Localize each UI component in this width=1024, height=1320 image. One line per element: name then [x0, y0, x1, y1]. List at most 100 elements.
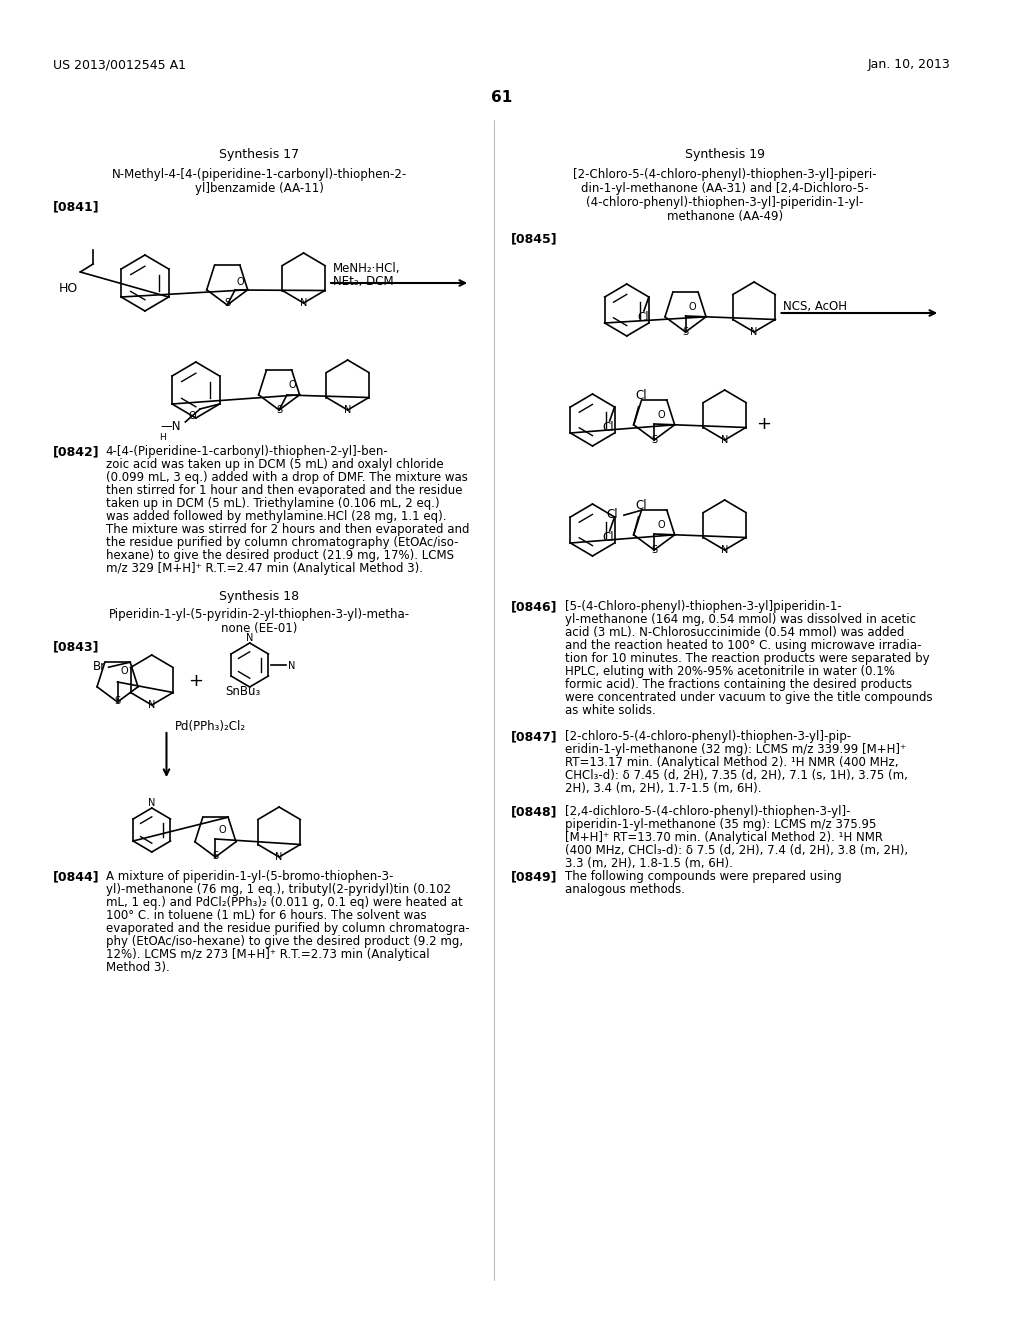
Text: [2,4-dichloro-5-(4-chloro-phenyl)-thiophen-3-yl]-: [2,4-dichloro-5-(4-chloro-phenyl)-thioph…: [565, 805, 851, 818]
Text: SnBu₃: SnBu₃: [225, 685, 260, 698]
Text: eridin-1-yl-methanone (32 mg): LCMS m/z 339.99 [M+H]⁺: eridin-1-yl-methanone (32 mg): LCMS m/z …: [565, 743, 906, 756]
Text: O: O: [218, 825, 226, 836]
Text: m/z 329 [M+H]⁺ R.T.=2.47 min (Analytical Method 3).: m/z 329 [M+H]⁺ R.T.=2.47 min (Analytical…: [105, 562, 423, 576]
Text: 2H), 3.4 (m, 2H), 1.7-1.5 (m, 6H).: 2H), 3.4 (m, 2H), 1.7-1.5 (m, 6H).: [565, 781, 762, 795]
Text: S: S: [212, 851, 218, 861]
Text: [0841]: [0841]: [53, 201, 99, 213]
Text: N: N: [751, 327, 758, 337]
Text: (4-chloro-phenyl)-thiophen-3-yl]-piperidin-1-yl-: (4-chloro-phenyl)-thiophen-3-yl]-piperid…: [586, 195, 863, 209]
Text: S: S: [224, 298, 230, 308]
Text: S: S: [276, 405, 283, 414]
Text: O: O: [188, 411, 196, 421]
Text: Cl: Cl: [637, 312, 648, 323]
Text: acid (3 mL). N-Chlorosuccinimide (0.54 mmol) was added: acid (3 mL). N-Chlorosuccinimide (0.54 m…: [565, 626, 904, 639]
Text: was added followed by methylamine.HCl (28 mg, 1.1 eq).: was added followed by methylamine.HCl (2…: [105, 510, 446, 523]
Text: O: O: [289, 380, 297, 389]
Text: (400 MHz, CHCl₃-d): δ 7.5 (d, 2H), 7.4 (d, 2H), 3.8 (m, 2H),: (400 MHz, CHCl₃-d): δ 7.5 (d, 2H), 7.4 (…: [565, 843, 908, 857]
Text: and the reaction heated to 100° C. using microwave irradia-: and the reaction heated to 100° C. using…: [565, 639, 922, 652]
Text: evaporated and the residue purified by column chromatogra-: evaporated and the residue purified by c…: [105, 921, 469, 935]
Text: Br: Br: [93, 660, 106, 673]
Text: Cl: Cl: [603, 531, 614, 544]
Text: HPLC, eluting with 20%-95% acetonitrile in water (0.1%: HPLC, eluting with 20%-95% acetonitrile …: [565, 665, 895, 678]
Text: O: O: [237, 277, 245, 286]
Text: din-1-yl-methanone (AA-31) and [2,4-Dichloro-5-: din-1-yl-methanone (AA-31) and [2,4-Dich…: [581, 182, 868, 195]
Text: [2-chloro-5-(4-chloro-phenyl)-thiophen-3-yl]-pip-: [2-chloro-5-(4-chloro-phenyl)-thiophen-3…: [565, 730, 851, 743]
Text: [0847]: [0847]: [511, 730, 558, 743]
Text: The following compounds were prepared using: The following compounds were prepared us…: [565, 870, 842, 883]
Text: US 2013/0012545 A1: US 2013/0012545 A1: [53, 58, 186, 71]
Text: Piperidin-1-yl-(5-pyridin-2-yl-thiophen-3-yl)-metha-: Piperidin-1-yl-(5-pyridin-2-yl-thiophen-…: [109, 609, 410, 620]
Text: S: S: [682, 327, 688, 337]
Text: +: +: [757, 414, 771, 433]
Text: (0.099 mL, 3 eq.) added with a drop of DMF. The mixture was: (0.099 mL, 3 eq.) added with a drop of D…: [105, 471, 468, 484]
Text: the residue purified by column chromatography (EtOAc/iso-: the residue purified by column chromatog…: [105, 536, 459, 549]
Text: NCS, AcOH: NCS, AcOH: [783, 300, 848, 313]
Text: zoic acid was taken up in DCM (5 mL) and oxalyl chloride: zoic acid was taken up in DCM (5 mL) and…: [105, 458, 443, 471]
Text: MeNH₂·HCl,: MeNH₂·HCl,: [333, 261, 400, 275]
Text: +: +: [188, 672, 204, 690]
Text: [M+H]⁺ RT=13.70 min. (Analytical Method 2). ¹H NMR: [M+H]⁺ RT=13.70 min. (Analytical Method …: [565, 832, 883, 843]
Text: H: H: [159, 433, 166, 442]
Text: analogous methods.: analogous methods.: [565, 883, 685, 896]
Text: RT=13.17 min. (Analytical Method 2). ¹H NMR (400 MHz,: RT=13.17 min. (Analytical Method 2). ¹H …: [565, 756, 898, 770]
Text: NEt₃, DCM: NEt₃, DCM: [333, 275, 393, 288]
Text: N: N: [721, 545, 728, 554]
Text: N: N: [148, 700, 156, 710]
Text: 3.3 (m, 2H), 1.8-1.5 (m, 6H).: 3.3 (m, 2H), 1.8-1.5 (m, 6H).: [565, 857, 733, 870]
Text: Synthesis 17: Synthesis 17: [219, 148, 300, 161]
Text: N: N: [721, 436, 728, 445]
Text: [0844]: [0844]: [53, 870, 99, 883]
Text: N: N: [344, 405, 351, 414]
Text: CHCl₃-d): δ 7.45 (d, 2H), 7.35 (d, 2H), 7.1 (s, 1H), 3.75 (m,: CHCl₃-d): δ 7.45 (d, 2H), 7.35 (d, 2H), …: [565, 770, 908, 781]
Text: 4-[4-(Piperidine-1-carbonyl)-thiophen-2-yl]-ben-: 4-[4-(Piperidine-1-carbonyl)-thiophen-2-…: [105, 445, 388, 458]
Text: Pd(PPh₃)₂Cl₂: Pd(PPh₃)₂Cl₂: [175, 719, 246, 733]
Text: S: S: [115, 696, 121, 706]
Text: O: O: [688, 302, 696, 312]
Text: 61: 61: [490, 90, 512, 106]
Text: N: N: [300, 298, 307, 308]
Text: 100° C. in toluene (1 mL) for 6 hours. The solvent was: 100° C. in toluene (1 mL) for 6 hours. T…: [105, 909, 426, 921]
Text: [5-(4-Chloro-phenyl)-thiophen-3-yl]piperidin-1-: [5-(4-Chloro-phenyl)-thiophen-3-yl]piper…: [565, 601, 842, 612]
Text: hexane) to give the desired product (21.9 mg, 17%). LCMS: hexane) to give the desired product (21.…: [105, 549, 454, 562]
Text: phy (EtOAc/iso-hexane) to give the desired product (9.2 mg,: phy (EtOAc/iso-hexane) to give the desir…: [105, 935, 463, 948]
Text: as white solids.: as white solids.: [565, 704, 655, 717]
Text: tion for 10 minutes. The reaction products were separated by: tion for 10 minutes. The reaction produc…: [565, 652, 930, 665]
Text: yl]benzamide (AA-11): yl]benzamide (AA-11): [196, 182, 324, 195]
Text: N: N: [288, 661, 295, 671]
Text: [0848]: [0848]: [511, 805, 558, 818]
Text: O: O: [121, 667, 128, 676]
Text: [0842]: [0842]: [53, 445, 99, 458]
Text: [0843]: [0843]: [53, 640, 99, 653]
Text: N: N: [275, 851, 283, 862]
Text: The mixture was stirred for 2 hours and then evaporated and: The mixture was stirred for 2 hours and …: [105, 523, 469, 536]
Text: [0845]: [0845]: [511, 232, 558, 246]
Text: were concentrated under vacuum to give the title compounds: were concentrated under vacuum to give t…: [565, 690, 933, 704]
Text: Cl: Cl: [603, 421, 614, 434]
Text: Cl: Cl: [636, 499, 647, 512]
Text: O: O: [657, 411, 665, 420]
Text: mL, 1 eq.) and PdCl₂(PPh₃)₂ (0.011 g, 0.1 eq) were heated at: mL, 1 eq.) and PdCl₂(PPh₃)₂ (0.011 g, 0.…: [105, 896, 463, 909]
Text: S: S: [651, 545, 657, 554]
Text: Cl: Cl: [606, 508, 617, 521]
Text: Method 3).: Method 3).: [105, 961, 170, 974]
Text: none (EE-01): none (EE-01): [221, 622, 298, 635]
Text: N-Methyl-4-[4-(piperidine-1-carbonyl)-thiophen-2-: N-Methyl-4-[4-(piperidine-1-carbonyl)-th…: [112, 168, 408, 181]
Text: [0849]: [0849]: [511, 870, 558, 883]
Text: 12%). LCMS m/z 273 [M+H]⁺ R.T.=2.73 min (Analytical: 12%). LCMS m/z 273 [M+H]⁺ R.T.=2.73 min …: [105, 948, 429, 961]
Text: [2-Chloro-5-(4-chloro-phenyl)-thiophen-3-yl]-piperi-: [2-Chloro-5-(4-chloro-phenyl)-thiophen-3…: [572, 168, 877, 181]
Text: O: O: [657, 520, 665, 531]
Text: S: S: [651, 436, 657, 445]
Text: Jan. 10, 2013: Jan. 10, 2013: [867, 58, 950, 71]
Text: Cl: Cl: [636, 389, 647, 401]
Text: N: N: [246, 634, 253, 643]
Text: Synthesis 18: Synthesis 18: [219, 590, 300, 603]
Text: yl)-methanone (76 mg, 1 eq.), tributyl(2-pyridyl)tin (0.102: yl)-methanone (76 mg, 1 eq.), tributyl(2…: [105, 883, 451, 896]
Text: [0846]: [0846]: [511, 601, 558, 612]
Text: taken up in DCM (5 mL). Triethylamine (0.106 mL, 2 eq.): taken up in DCM (5 mL). Triethylamine (0…: [105, 498, 439, 510]
Text: formic acid). The fractions containing the desired products: formic acid). The fractions containing t…: [565, 678, 912, 690]
Text: HO: HO: [58, 282, 78, 294]
Text: yl-methanone (164 mg, 0.54 mmol) was dissolved in acetic: yl-methanone (164 mg, 0.54 mmol) was dis…: [565, 612, 916, 626]
Text: then stirred for 1 hour and then evaporated and the residue: then stirred for 1 hour and then evapora…: [105, 484, 462, 498]
Text: —N: —N: [161, 420, 181, 433]
Text: Synthesis 19: Synthesis 19: [685, 148, 765, 161]
